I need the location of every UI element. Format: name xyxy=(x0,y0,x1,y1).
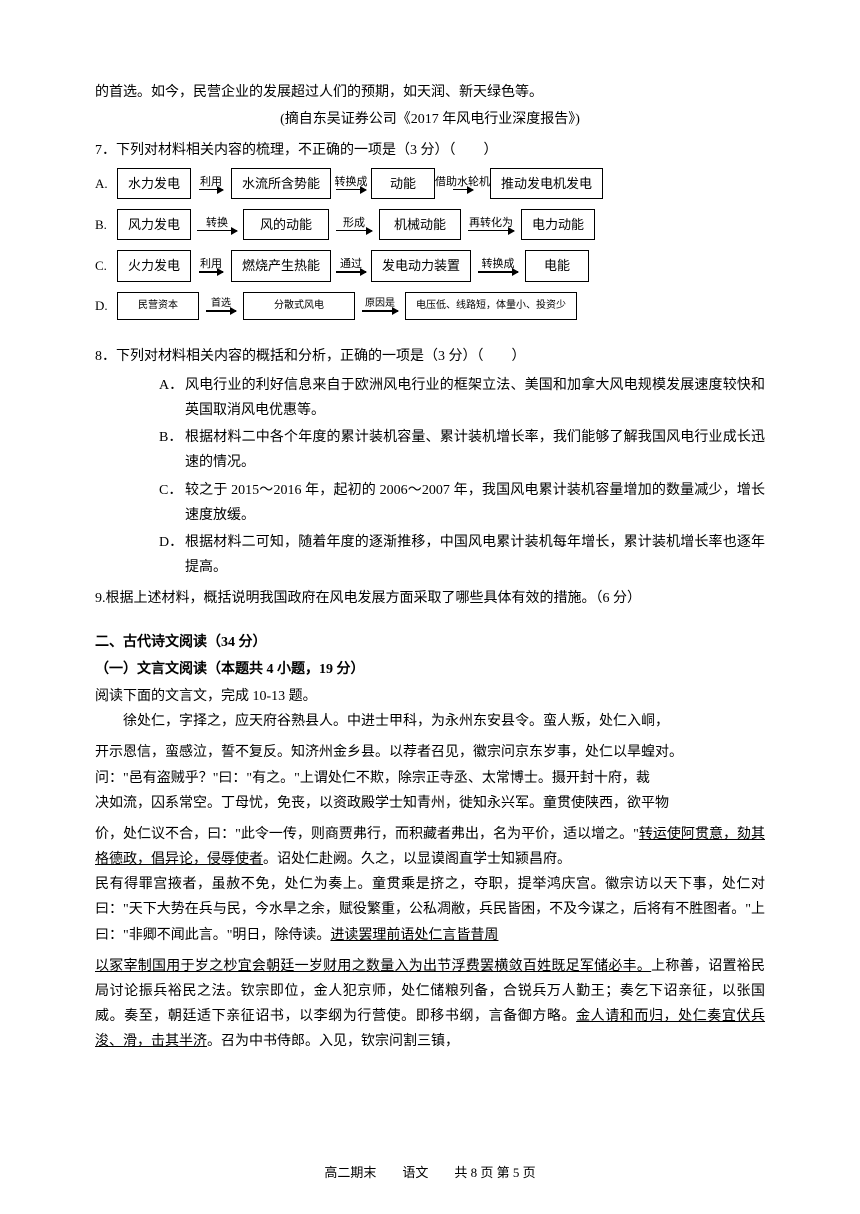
q7-row-b: B. 风力发电 转换 风的动能 形成 机械动能 再转化为 电力动能 xyxy=(95,209,765,240)
row-label: C. xyxy=(95,254,117,277)
article-text: 。诏处仁赴阙。久之，以显谟阁直学士知颍昌府。 xyxy=(263,852,571,867)
reading-instruction: 阅读下面的文言文，完成 10-13 题。 xyxy=(95,684,765,709)
flow-box: 民营资本 xyxy=(117,292,199,320)
flow-arrow: 原因是 xyxy=(355,299,405,312)
section-title: 二、古代诗文阅读（34 分） xyxy=(95,630,765,655)
flow-box: 推动发电机发电 xyxy=(490,168,603,199)
article-underline: 以冢宰制国用于岁之杪宜会朝廷一岁财用之数量入为出节浮费罢横敛百姓既足军储必丰。 xyxy=(95,959,651,974)
flow-box: 风的动能 xyxy=(243,209,329,240)
article-line: 问："邑有盗贼乎？"曰："有之。"上谓处仁不欺，除宗正寺丞、太常博士。摄开封十府… xyxy=(95,766,765,791)
flow-arrow: 转换成 xyxy=(331,177,371,191)
flow-arrow: 首选 xyxy=(199,299,243,312)
flow-arrow: 再转化为 xyxy=(461,218,521,232)
flow-box: 火力发电 xyxy=(117,250,191,281)
option-d: D．根据材料二可知，随着年度的逐渐推移，中国风电累计装机每年增长，累计装机增长率… xyxy=(159,530,765,580)
article-line: 民有得罪宫掖者，虽赦不免，处仁为奏上。童贯乘是挤之，夺职，提举鸿庆宫。徽宗访以天… xyxy=(95,872,765,948)
row-label: A. xyxy=(95,172,117,195)
article-line: 以冢宰制国用于岁之杪宜会朝廷一岁财用之数量入为出节浮费罢横敛百姓既足军储必丰。上… xyxy=(95,954,765,1055)
flow-box: 分散式风电 xyxy=(243,292,355,320)
article-underline: 进读罢理前语处仁言皆昔周 xyxy=(330,928,498,943)
row-label: B. xyxy=(95,213,117,236)
flow-arrow: 转换 xyxy=(191,218,243,232)
citation: (摘自东吴证券公司《2017 年风电行业深度报告》) xyxy=(95,107,765,132)
option-c: C．较之于 2015～2016 年，起初的 2006～2007 年，我国风电累计… xyxy=(159,478,765,528)
flow-box: 电力动能 xyxy=(521,209,595,240)
intro-paragraph: 的首选。如今，民营企业的发展超过人们的预期，如天润、新天绿色等。 xyxy=(95,80,765,105)
subsection-title: （一）文言文阅读（本题共 4 小题，19 分） xyxy=(95,657,765,682)
flow-box: 机械动能 xyxy=(379,209,461,240)
flow-box: 动能 xyxy=(371,168,435,199)
flow-arrow: 形成 xyxy=(329,218,379,232)
flow-arrow: 转换成 xyxy=(471,259,525,273)
article-line: 开示恩信，蛮感泣，誓不复反。知济州金乡县。以荐者召见，徽宗问京东岁事，处仁以旱蝗… xyxy=(95,740,765,765)
flow-box: 发电动力装置 xyxy=(371,250,471,281)
flow-arrow: 借助水轮机 xyxy=(435,177,490,191)
flow-box: 水力发电 xyxy=(117,168,191,199)
option-a: A．风电行业的利好信息来自于欧洲风电行业的框架立法、美国和加拿大风电规模发展速度… xyxy=(159,373,765,423)
q7-row-a: A. 水力发电 利用 水流所含势能 转换成 动能 借助水轮机 推动发电机发电 xyxy=(95,168,765,199)
flow-box: 电能 xyxy=(525,250,589,281)
q7-row-d: D. 民营资本 首选 分散式风电 原因是 电压低、线路短，体量小、投资少 xyxy=(95,292,765,320)
q7-row-c: C. 火力发电 利用 燃烧产生热能 通过 发电动力装置 转换成 电能 xyxy=(95,250,765,281)
flow-arrow: 利用 xyxy=(191,177,231,191)
article-line: 徐处仁，字择之，应天府谷熟县人。中进士甲科，为永州东安县令。蛮人叛，处仁入峒， xyxy=(95,709,765,734)
option-b: B．根据材料二中各个年度的累计装机容量、累计装机增长率，我们能够了解我国风电行业… xyxy=(159,425,765,475)
page-footer: 高二期末 语文 共 8 页 第 5 页 xyxy=(0,1161,860,1184)
flow-box: 燃烧产生热能 xyxy=(231,250,331,281)
flow-arrow: 利用 xyxy=(191,259,231,273)
article-text: 价，处仁议不合，曰："此令一传，则商贾弗行，而积藏者弗出，名为平价，适以增之。" xyxy=(95,827,639,842)
article-line: 决如流，囚系常空。丁母忧，免丧，以资政殿学士知青州，徙知永兴军。童贯使陕西，欲平… xyxy=(95,791,765,816)
article-text: 。召为中书侍郎。入见，钦宗问割三镇， xyxy=(207,1034,459,1049)
q9-stem: 9.根据上述材料，概括说明我国政府在风电发展方面采取了哪些具体有效的措施。（6 … xyxy=(95,586,765,611)
row-label: D. xyxy=(95,294,117,317)
q8-options: A．风电行业的利好信息来自于欧洲风电行业的框架立法、美国和加拿大风电规模发展速度… xyxy=(95,373,765,581)
q7-stem: 7．下列对材料相关内容的梳理，不正确的一项是（3 分）（ ） xyxy=(95,138,765,163)
flow-box: 水流所含势能 xyxy=(231,168,331,199)
flow-box: 电压低、线路短，体量小、投资少 xyxy=(405,292,577,320)
flow-box: 风力发电 xyxy=(117,209,191,240)
article-line: 价，处仁议不合，曰："此令一传，则商贾弗行，而积藏者弗出，名为平价，适以增之。"… xyxy=(95,822,765,872)
q8-stem: 8．下列对材料相关内容的概括和分析，正确的一项是（3 分）（ ） xyxy=(95,344,765,369)
flow-arrow: 通过 xyxy=(331,259,371,273)
classical-article: 徐处仁，字择之，应天府谷熟县人。中进士甲科，为永州东安县令。蛮人叛，处仁入峒， … xyxy=(95,709,765,1054)
